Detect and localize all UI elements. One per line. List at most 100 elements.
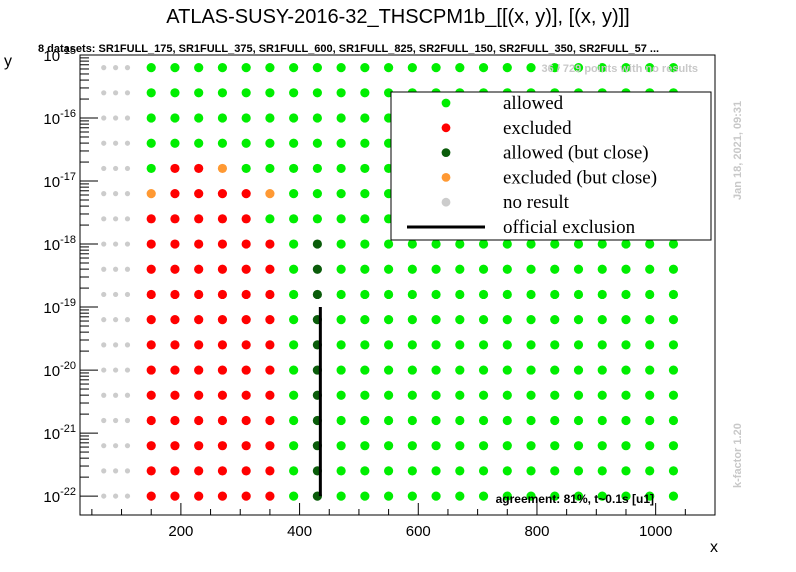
data-point — [431, 264, 441, 274]
data-point — [312, 113, 322, 123]
data-point — [170, 315, 180, 325]
data-point — [194, 189, 204, 199]
data-point — [241, 88, 251, 98]
data-point — [526, 441, 536, 451]
data-point — [217, 340, 228, 350]
data-point — [573, 264, 584, 274]
data-point — [360, 340, 370, 350]
kfactor-annotation: k-factor 1.20 — [732, 423, 744, 488]
data-point — [113, 216, 119, 222]
data-point — [360, 189, 370, 199]
data-point — [550, 466, 560, 476]
data-point — [478, 466, 489, 476]
data-point — [360, 466, 370, 476]
data-point — [265, 138, 275, 148]
data-point — [146, 289, 156, 300]
data-point — [597, 390, 607, 400]
data-point — [478, 289, 489, 300]
data-point — [217, 315, 228, 325]
data-point — [241, 289, 251, 300]
data-point — [124, 367, 131, 373]
data-point — [217, 415, 228, 426]
data-point — [146, 466, 156, 476]
data-point — [124, 165, 131, 172]
data-point — [645, 415, 655, 426]
data-point — [312, 63, 322, 73]
data-point — [573, 315, 584, 325]
data-point — [241, 113, 251, 123]
legend-label: excluded (but close) — [503, 167, 657, 188]
data-point — [550, 264, 560, 274]
data-point — [217, 466, 228, 476]
data-point — [597, 264, 607, 274]
data-point — [146, 113, 156, 123]
data-point — [502, 415, 512, 426]
data-point — [241, 214, 251, 224]
data-point — [455, 466, 465, 476]
data-point — [645, 466, 655, 476]
data-point — [265, 113, 275, 123]
data-point — [289, 138, 299, 148]
data-point — [407, 315, 417, 325]
data-point — [455, 365, 465, 375]
data-point — [455, 390, 465, 400]
data-point — [265, 289, 275, 300]
data-point — [170, 88, 180, 98]
data-point — [101, 241, 107, 247]
data-point — [113, 65, 119, 71]
data-point — [101, 417, 107, 424]
data-point — [383, 365, 394, 375]
data-point — [170, 415, 180, 426]
data-point — [360, 214, 370, 224]
data-point — [170, 189, 180, 199]
data-point — [526, 365, 536, 375]
data-point — [573, 239, 584, 249]
data-point — [336, 441, 346, 451]
data-point — [407, 466, 417, 476]
data-point — [194, 491, 204, 501]
data-point — [431, 315, 441, 325]
data-point — [550, 63, 560, 73]
y-tick-label: 10-16 — [43, 108, 76, 128]
data-point — [194, 315, 204, 325]
data-point — [550, 491, 560, 501]
data-point — [312, 163, 322, 174]
data-point — [170, 214, 180, 224]
data-point — [194, 390, 204, 400]
data-point — [113, 191, 119, 197]
data-point — [360, 113, 370, 123]
data-point — [312, 214, 322, 224]
legend-label: allowed — [503, 93, 564, 114]
data-point — [478, 415, 489, 426]
data-point — [360, 415, 370, 426]
data-point — [336, 63, 346, 73]
data-point — [289, 239, 299, 249]
data-point — [289, 214, 299, 224]
data-point — [101, 65, 107, 71]
data-point — [241, 441, 251, 451]
data-point — [526, 390, 536, 400]
data-point — [526, 264, 536, 274]
x-tick-label: 400 — [287, 523, 312, 540]
data-point — [124, 443, 131, 449]
data-point — [383, 264, 394, 274]
data-point — [668, 491, 679, 501]
legend-marker — [441, 197, 451, 207]
data-point — [241, 63, 251, 73]
y-tick-label: 10-18 — [43, 234, 76, 254]
data-point — [621, 415, 631, 426]
data-point — [265, 466, 275, 476]
data-point — [502, 264, 512, 274]
data-point — [241, 239, 251, 249]
data-point — [502, 390, 512, 400]
data-point — [526, 63, 536, 73]
data-point — [360, 264, 370, 274]
data-point — [668, 365, 679, 375]
data-point — [621, 63, 631, 73]
data-point — [502, 365, 512, 375]
data-point — [597, 365, 607, 375]
data-point — [312, 264, 322, 274]
data-point — [241, 315, 251, 325]
data-point — [455, 63, 465, 73]
data-point — [407, 390, 417, 400]
